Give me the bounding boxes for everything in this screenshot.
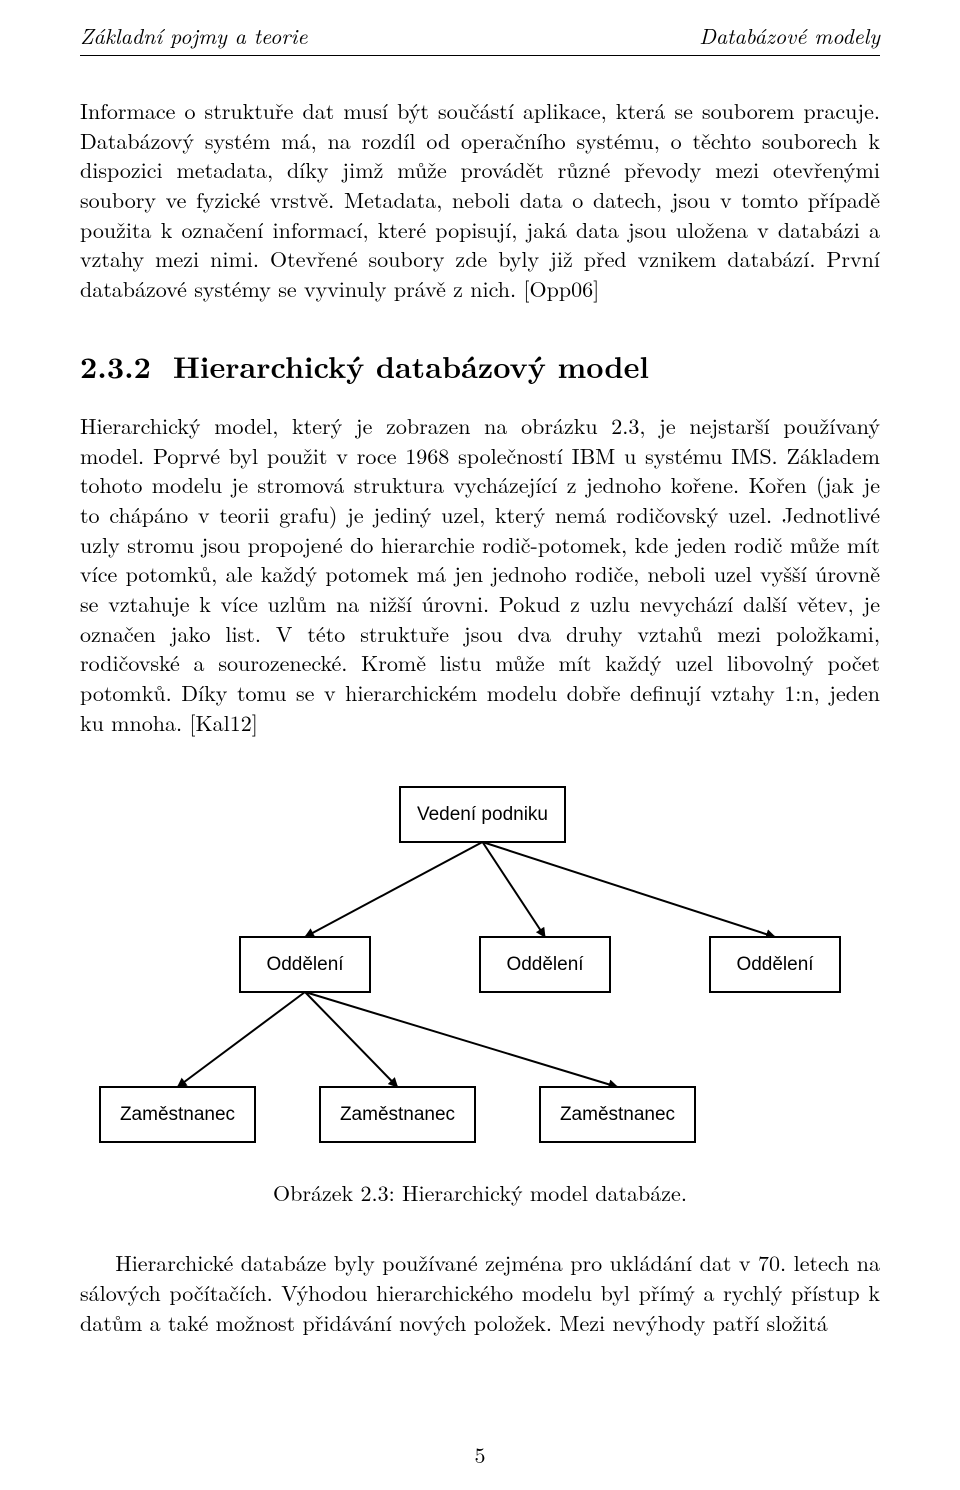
nodes-layer: Vedení podniku Oddělení Oddělení Oddělení Za… (100, 787, 840, 1142)
node-dep3: Oddělení (710, 937, 840, 992)
node-emp3: Zaměstnanec (540, 1087, 695, 1142)
node-label: Oddělení (266, 954, 344, 975)
section-title: Hierarchický databázový model (173, 344, 649, 387)
hierarchy-diagram: Vedení podniku Oddělení Oddělení Oddělení Za… (80, 777, 880, 1157)
node-label: Zaměstnanec (340, 1104, 455, 1125)
figure-caption: Obrázek 2.3: Hierarchický model databáze… (80, 1177, 880, 1208)
section-heading: 2.3.2 Hierarchický databázový model (80, 344, 880, 387)
node-label: Oddělení (736, 954, 814, 975)
node-label: Oddělení (506, 954, 584, 975)
header-left: Základní pojmy a teorie (80, 20, 307, 51)
node-emp2: Zaměstnanec (320, 1087, 475, 1142)
section-number: 2.3.2 (80, 344, 151, 387)
page-number: 5 (0, 1439, 960, 1470)
node-emp1: Zaměstnanec (100, 1087, 255, 1142)
node-dep1: Oddělení (240, 937, 370, 992)
header-rule (80, 55, 880, 56)
edge-root-dep2 (483, 842, 546, 937)
edge-dep1-emp1 (178, 992, 306, 1087)
edge-root-dep3 (483, 842, 776, 937)
page: Základní pojmy a teorie Databázové model… (0, 0, 960, 1490)
node-label: Vedení podniku (417, 804, 548, 825)
paragraph-1: Informace o struktuře dat musí být součá… (80, 96, 880, 304)
paragraph-3-text: Hierarchické databáze byly používané zej… (80, 1247, 880, 1337)
node-label: Zaměstnanec (560, 1104, 675, 1125)
node-label: Zaměstnanec (120, 1104, 235, 1125)
paragraph-2: Hierarchický model, který je zobrazen na… (80, 411, 880, 738)
edge-root-dep1 (305, 842, 483, 937)
paragraph-3: Hierarchické databáze byly používané zej… (80, 1248, 880, 1337)
header-right: Databázové modely (699, 20, 880, 51)
running-header: Základní pojmy a teorie Databázové model… (80, 20, 880, 51)
node-dep2: Oddělení (480, 937, 610, 992)
node-root: Vedení podniku (400, 787, 565, 842)
